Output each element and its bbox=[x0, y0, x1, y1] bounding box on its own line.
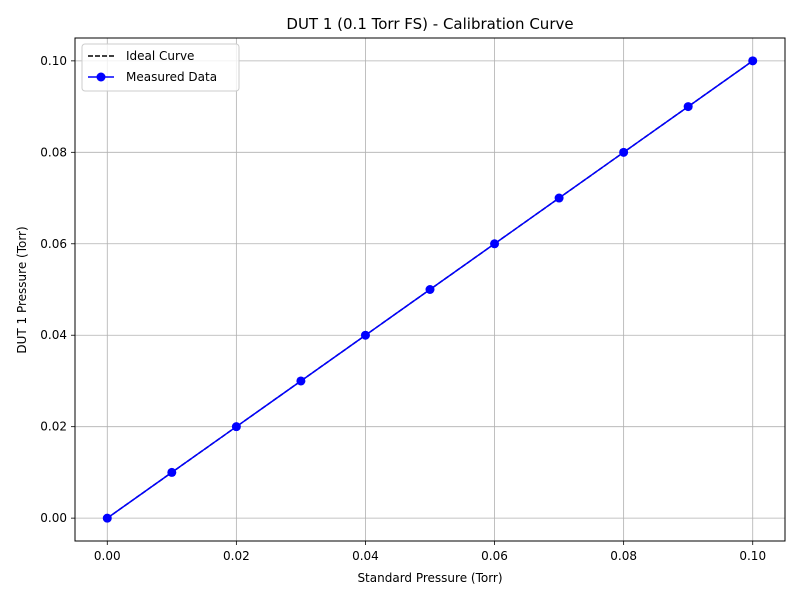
legend-box bbox=[81, 43, 240, 92]
legend-measured-marker bbox=[96, 72, 106, 82]
legend-measured-label: Measured Data bbox=[126, 70, 217, 84]
data-point-measured-data bbox=[231, 422, 241, 432]
data-point-measured-data bbox=[296, 376, 306, 386]
ticks: 0.00 0.02 0.04 0.06 0.08 0.10 0.00 0.02 0.04 0.06… bbox=[40, 54, 766, 563]
data-point-measured-data bbox=[360, 330, 370, 340]
y-tick-label: 0.06 bbox=[40, 237, 67, 251]
x-tick-label: 0.00 bbox=[94, 549, 121, 563]
legend: Ideal Curve Measured Data bbox=[81, 43, 240, 92]
data-point-measured-data bbox=[167, 467, 177, 477]
x-tick-label: 0.08 bbox=[610, 549, 637, 563]
chart-title: DUT 1 (0.1 Torr FS) - Calibration Curve bbox=[286, 15, 573, 33]
legend-ideal-label: Ideal Curve bbox=[126, 49, 194, 63]
data-point-measured-data bbox=[490, 239, 500, 249]
series-layer bbox=[102, 56, 758, 523]
y-tick-label: 0.04 bbox=[40, 328, 67, 342]
y-tick-label: 0.10 bbox=[40, 54, 67, 68]
y-tick-label: 0.02 bbox=[40, 420, 67, 434]
data-point-measured-data bbox=[619, 147, 629, 157]
x-tick-label: 0.10 bbox=[739, 549, 766, 563]
plot-frame bbox=[74, 37, 786, 542]
data-point-measured-data bbox=[425, 285, 435, 294]
y-axis-label: DUT 1 Pressure (Torr) bbox=[15, 226, 29, 353]
data-point-measured-data bbox=[102, 513, 112, 523]
x-tick-label: 0.06 bbox=[481, 549, 508, 563]
data-point-measured-data bbox=[748, 56, 758, 66]
x-tick-label: 0.02 bbox=[223, 549, 250, 563]
y-tick-label: 0.08 bbox=[40, 145, 67, 159]
data-point-measured-data bbox=[554, 193, 564, 203]
x-tick-label: 0.04 bbox=[352, 549, 379, 563]
x-axis-label: Standard Pressure (Torr) bbox=[357, 571, 502, 585]
y-tick-label: 0.00 bbox=[40, 511, 67, 525]
data-point-measured-data bbox=[683, 102, 693, 112]
